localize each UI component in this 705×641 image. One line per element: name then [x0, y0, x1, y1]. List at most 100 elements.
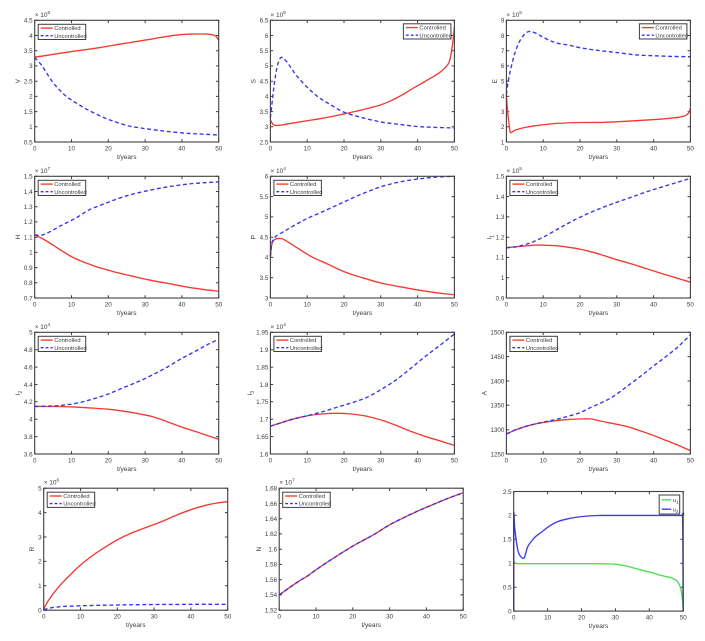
- svg-text:3.5: 3.5: [260, 275, 269, 282]
- svg-text:0.7: 0.7: [24, 295, 33, 302]
- svg-text:0: 0: [33, 457, 37, 464]
- svg-text:30: 30: [613, 301, 621, 308]
- svg-text:4.4: 4.4: [24, 382, 33, 389]
- svg-text:30: 30: [377, 145, 385, 152]
- svg-text:1.7: 1.7: [260, 417, 269, 424]
- svg-text:30: 30: [151, 614, 159, 621]
- svg-text:1.4: 1.4: [24, 189, 33, 196]
- svg-text:P: P: [251, 235, 258, 239]
- svg-text:9: 9: [501, 18, 505, 25]
- svg-text:2.5: 2.5: [503, 489, 512, 496]
- svg-text:Controlled: Controlled: [299, 494, 325, 500]
- svg-text:10: 10: [544, 615, 552, 622]
- svg-text:Controlled: Controlled: [526, 338, 552, 344]
- svg-text:40: 40: [414, 145, 422, 152]
- svg-text:Uncontrolled: Uncontrolled: [54, 190, 87, 196]
- svg-text:10: 10: [304, 457, 312, 464]
- svg-text:10: 10: [68, 301, 76, 308]
- svg-text:50: 50: [687, 301, 695, 308]
- svg-text:1.85: 1.85: [256, 364, 269, 371]
- svg-text:5: 5: [29, 330, 33, 337]
- svg-text:20: 20: [105, 301, 113, 308]
- svg-text:6: 6: [501, 63, 505, 70]
- svg-text:4.5: 4.5: [260, 79, 269, 86]
- svg-text:10: 10: [540, 145, 548, 152]
- svg-text:1: 1: [38, 583, 42, 590]
- svg-text:t/years: t/years: [353, 466, 373, 473]
- svg-text:5: 5: [265, 214, 269, 221]
- svg-text:50: 50: [680, 615, 688, 622]
- svg-text:4.2: 4.2: [24, 399, 33, 406]
- svg-text:Uncontrolled: Uncontrolled: [54, 346, 87, 352]
- svg-text:0.9: 0.9: [24, 265, 33, 272]
- svg-text:t/years: t/years: [589, 623, 609, 630]
- svg-text:20: 20: [340, 301, 348, 308]
- svg-text:t/years: t/years: [589, 154, 609, 161]
- svg-text:× 107: × 107: [279, 478, 295, 487]
- svg-text:1: 1: [508, 561, 512, 568]
- svg-text:S: S: [251, 78, 258, 83]
- svg-text:3.5: 3.5: [260, 109, 269, 116]
- svg-text:5: 5: [265, 63, 269, 70]
- svg-text:4: 4: [29, 417, 33, 424]
- svg-text:1250: 1250: [490, 451, 505, 458]
- svg-text:20: 20: [114, 614, 122, 621]
- svg-text:1: 1: [501, 139, 505, 146]
- svg-text:3.5: 3.5: [24, 48, 33, 55]
- svg-text:0.5: 0.5: [24, 139, 33, 146]
- svg-text:40: 40: [650, 145, 658, 152]
- svg-text:Uncontrolled: Uncontrolled: [526, 346, 559, 352]
- svg-text:0.9: 0.9: [496, 295, 505, 302]
- svg-text:3.6: 3.6: [24, 451, 33, 458]
- svg-text:× 104: × 104: [35, 322, 51, 331]
- svg-text:4: 4: [38, 510, 42, 517]
- svg-text:10: 10: [540, 301, 548, 308]
- svg-text:0: 0: [33, 301, 37, 308]
- svg-text:4: 4: [29, 33, 33, 40]
- svg-text:5: 5: [501, 79, 505, 86]
- svg-text:Controlled: Controlled: [526, 182, 552, 188]
- svg-text:50: 50: [224, 614, 232, 621]
- svg-text:0.5: 0.5: [503, 585, 512, 592]
- svg-text:3: 3: [265, 124, 269, 131]
- svg-text:Uncontrolled: Uncontrolled: [290, 346, 323, 352]
- svg-text:A: A: [481, 390, 488, 395]
- svg-text:50: 50: [451, 145, 459, 152]
- svg-text:5: 5: [38, 486, 42, 493]
- svg-text:30: 30: [377, 301, 385, 308]
- svg-text:1.6: 1.6: [260, 451, 269, 458]
- svg-text:20: 20: [578, 615, 586, 622]
- svg-text:1.5: 1.5: [24, 174, 33, 181]
- svg-text:1.8: 1.8: [260, 382, 269, 389]
- svg-text:Controlled: Controlled: [63, 494, 89, 500]
- svg-text:5.5: 5.5: [260, 48, 269, 55]
- svg-text:t/years: t/years: [353, 154, 373, 161]
- svg-text:4.5: 4.5: [24, 18, 33, 25]
- svg-text:1: 1: [29, 250, 33, 257]
- svg-text:1.58: 1.58: [265, 562, 278, 569]
- svg-text:20: 20: [576, 145, 584, 152]
- svg-text:1350: 1350: [490, 403, 505, 410]
- svg-text:10: 10: [540, 457, 548, 464]
- svg-text:N: N: [256, 547, 263, 552]
- svg-text:× 106: × 106: [35, 10, 51, 19]
- svg-text:30: 30: [142, 301, 150, 308]
- svg-text:1.3: 1.3: [496, 214, 505, 221]
- svg-text:3.8: 3.8: [24, 434, 33, 441]
- svg-text:1: 1: [29, 124, 33, 131]
- svg-text:10: 10: [68, 457, 76, 464]
- svg-text:I1: I1: [487, 235, 496, 240]
- svg-text:Uncontrolled: Uncontrolled: [290, 190, 323, 196]
- svg-text:2: 2: [38, 559, 42, 566]
- svg-text:1.52: 1.52: [265, 608, 278, 615]
- svg-text:0: 0: [505, 145, 509, 152]
- svg-text:1.66: 1.66: [265, 501, 278, 508]
- svg-text:40: 40: [178, 457, 186, 464]
- svg-text:20: 20: [576, 301, 584, 308]
- svg-text:Controlled: Controlled: [54, 182, 80, 188]
- svg-text:20: 20: [105, 457, 113, 464]
- svg-text:u2: u2: [673, 507, 679, 514]
- svg-text:3: 3: [29, 63, 33, 70]
- svg-text:t/years: t/years: [117, 466, 137, 473]
- svg-text:× 104: × 104: [270, 322, 286, 331]
